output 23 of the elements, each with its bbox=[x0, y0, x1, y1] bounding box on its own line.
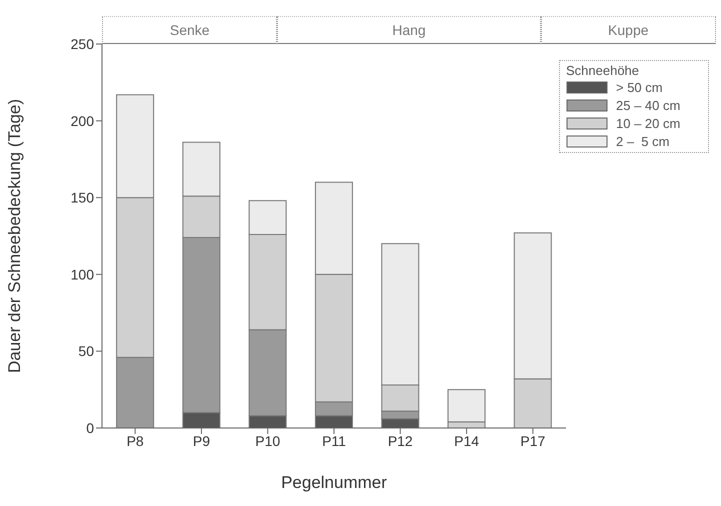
text: Kuppe bbox=[540, 16, 716, 44]
y-tick-label: 0 bbox=[86, 420, 94, 436]
x-tick-label: P9 bbox=[192, 432, 210, 449]
x-tick-label: P17 bbox=[520, 432, 546, 449]
y-axis-title: Dauer der Schneebedeckung (Tage) bbox=[5, 98, 24, 374]
legend-label: > 50 cm bbox=[616, 80, 663, 94]
y-tick-label: 50 bbox=[78, 343, 94, 360]
text: Senke bbox=[102, 16, 278, 44]
x-tick-label: P14 bbox=[454, 432, 480, 449]
y-tick-label: 100 bbox=[70, 266, 94, 282]
legend-label: 10 – 20 cm bbox=[616, 116, 680, 130]
x-tick-label: P11 bbox=[322, 432, 346, 449]
legend-label: 2 – 5 cm bbox=[616, 134, 670, 148]
legend-label: 25 – 40 cm bbox=[616, 98, 680, 112]
text: Hang bbox=[277, 16, 541, 44]
y-tick-label: 150 bbox=[70, 190, 94, 206]
y-tick-label: 200 bbox=[70, 112, 94, 129]
legend-title: Schneehöhe bbox=[566, 63, 640, 78]
x-tick-label: P12 bbox=[388, 432, 413, 449]
x-axis-title: Pegelnummer bbox=[281, 473, 388, 492]
x-tick-label: P10 bbox=[255, 432, 280, 449]
x-tick-label: P8 bbox=[126, 432, 144, 449]
y-tick-label: 250 bbox=[70, 36, 94, 52]
